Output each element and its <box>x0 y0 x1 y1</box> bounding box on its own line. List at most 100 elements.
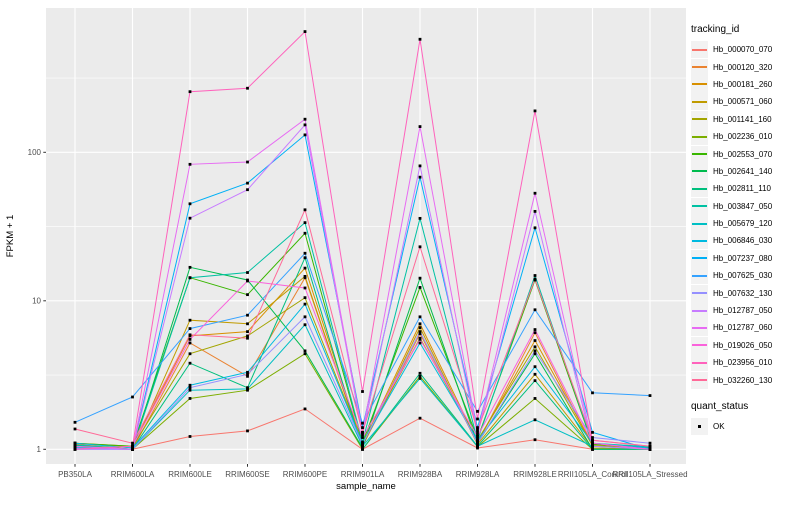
data-point <box>591 391 594 395</box>
legend-key <box>691 75 708 93</box>
quant-key <box>691 418 708 435</box>
data-point <box>131 395 134 399</box>
data-point <box>361 430 364 434</box>
data-point <box>188 383 192 387</box>
legend-key-line-icon <box>692 48 707 51</box>
legend-item-Hb_007625_030: Hb_007625_030 <box>691 267 799 285</box>
x-tick-label: RRII105LA_Stressed <box>612 470 687 479</box>
data-point <box>246 271 249 274</box>
legend-key <box>691 180 708 198</box>
data-point <box>591 436 594 439</box>
data-point <box>418 216 422 220</box>
data-point <box>533 438 537 442</box>
data-point <box>303 221 307 225</box>
data-point <box>188 265 192 269</box>
data-point <box>418 332 422 336</box>
data-point <box>476 433 479 437</box>
data-point <box>246 279 249 283</box>
legend-item-label: Hb_002641_140 <box>713 166 773 176</box>
data-point <box>246 370 249 374</box>
data-point <box>303 123 307 127</box>
legend-key <box>691 215 708 233</box>
data-point <box>476 441 479 445</box>
data-point <box>188 276 192 280</box>
legend-item-label: Hb_007625_030 <box>713 271 773 281</box>
data-point <box>648 441 652 445</box>
data-point <box>476 430 479 434</box>
legend-key-line-icon <box>692 135 707 138</box>
legend-key <box>691 110 708 128</box>
legend-item-Hb_002641_140: Hb_002641_140 <box>691 162 799 180</box>
data-point <box>533 109 537 113</box>
data-point <box>418 377 422 380</box>
legend-key <box>691 249 708 267</box>
data-point <box>418 337 422 341</box>
data-point <box>418 341 422 345</box>
legend-key <box>691 41 708 59</box>
legend-item-Hb_000120_320: Hb_000120_320 <box>691 58 799 76</box>
data-point <box>303 231 307 235</box>
data-point <box>533 191 537 195</box>
data-point <box>476 438 479 442</box>
legend-key-line-icon <box>692 118 707 121</box>
data-point <box>188 202 192 206</box>
quant-legend-item: OK <box>691 418 799 435</box>
legend-item-Hb_000571_060: Hb_000571_060 <box>691 93 799 111</box>
legend-item-Hb_032260_130: Hb_032260_130 <box>691 371 799 389</box>
legend-key <box>691 197 708 215</box>
legend-item-label: Hb_002236_010 <box>713 132 773 142</box>
legend-key-line-icon <box>692 187 707 190</box>
data-point <box>303 286 307 290</box>
legend-item-Hb_012787_050: Hb_012787_050 <box>691 302 799 320</box>
legend-item-label: Hb_023956_010 <box>713 358 773 368</box>
y-axis-title: FPKM + 1 <box>5 215 16 258</box>
legend-item-Hb_002553_070: Hb_002553_070 <box>691 145 799 163</box>
x-tick-label: RRIM600LA <box>111 470 155 479</box>
data-point <box>303 315 307 319</box>
data-point <box>533 308 537 312</box>
data-point <box>246 160 249 164</box>
legend-key-line-icon <box>692 239 707 242</box>
data-point <box>73 444 77 448</box>
legend-item-label: Hb_000070_070 <box>713 45 773 55</box>
data-point <box>418 175 422 179</box>
data-point <box>188 327 192 330</box>
data-point <box>303 274 307 278</box>
data-point <box>533 277 537 281</box>
data-point <box>533 365 537 369</box>
legend-item-label: Hb_000120_320 <box>713 62 773 72</box>
legend-item-Hb_012787_060: Hb_012787_060 <box>691 319 799 337</box>
data-point <box>476 444 479 448</box>
data-point <box>188 318 192 322</box>
data-point <box>418 371 422 375</box>
legend-key <box>691 371 708 389</box>
data-point <box>188 388 192 392</box>
data-point <box>418 125 422 128</box>
data-point <box>418 164 422 168</box>
legend-key <box>691 284 708 302</box>
data-point <box>303 256 307 260</box>
legend-key <box>691 93 708 111</box>
legend-key <box>691 58 708 76</box>
data-point <box>303 117 307 121</box>
data-point <box>533 397 537 400</box>
legend-item-label: Hb_002553_070 <box>713 149 773 159</box>
legend-item-label: Hb_007632_130 <box>713 288 773 298</box>
data-point <box>648 444 652 448</box>
legend-item-label: Hb_000571_060 <box>713 97 773 107</box>
legend-key <box>691 267 708 285</box>
data-point <box>246 372 249 376</box>
data-point <box>188 333 192 337</box>
data-point <box>591 444 594 448</box>
legend-key-line-icon <box>692 83 707 86</box>
legend-key-line-icon <box>692 309 707 312</box>
data-point <box>246 322 249 326</box>
y-tick-label: 1 <box>37 445 42 454</box>
data-point <box>361 444 364 448</box>
data-point <box>246 334 249 338</box>
data-point <box>246 330 249 334</box>
black-square-point-icon <box>697 424 702 429</box>
legend-key-line-icon <box>692 205 707 208</box>
legend-item-label: Hb_012787_050 <box>713 306 773 316</box>
